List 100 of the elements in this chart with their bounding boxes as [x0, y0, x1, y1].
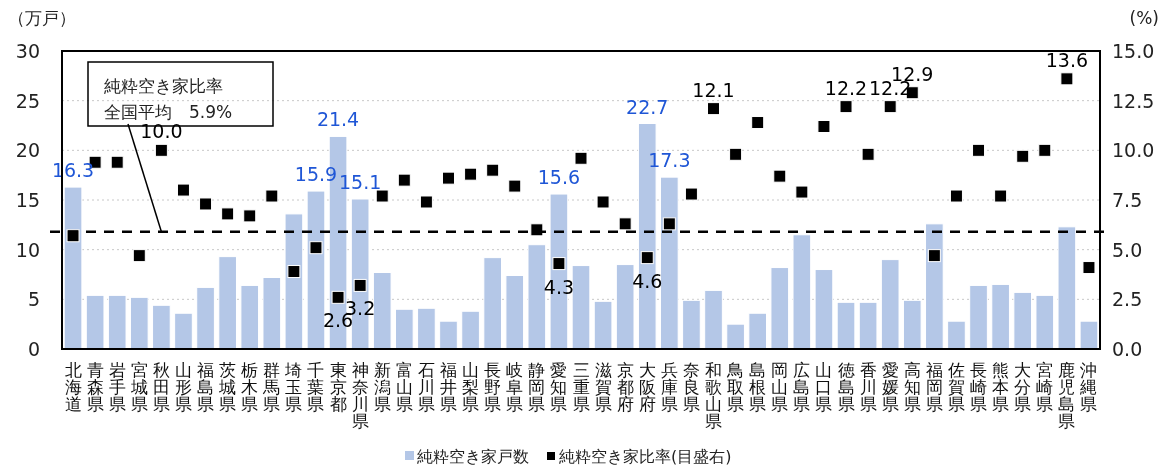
x-tick-label: 福島県	[197, 360, 215, 414]
data-label: 12.1	[692, 78, 735, 101]
bar	[262, 276, 282, 350]
point	[574, 151, 588, 165]
x-tick-label: 大分県	[1014, 360, 1032, 414]
point	[927, 249, 941, 263]
bar	[439, 320, 458, 350]
bar	[417, 307, 436, 350]
point	[309, 241, 323, 255]
point	[1060, 72, 1074, 86]
bar	[880, 259, 900, 350]
bar	[947, 320, 966, 350]
point	[883, 100, 897, 114]
data-label: 12.2	[824, 76, 868, 99]
point	[949, 189, 963, 203]
bar	[1035, 294, 1055, 350]
bar	[836, 301, 856, 350]
bar	[991, 283, 1010, 350]
x-tick-label: 長野県	[484, 360, 502, 414]
x-tick-label: 滋賀県	[594, 360, 612, 414]
point	[729, 147, 743, 161]
point	[817, 119, 831, 133]
x-tick-label: 岩手県	[108, 360, 126, 414]
legend-label: 純粋空き家戸数	[417, 447, 529, 466]
x-tick-label: 奈良県	[682, 360, 700, 414]
point	[287, 265, 301, 279]
data-label: 10.0	[140, 120, 183, 143]
x-tick-label: 青森県	[86, 360, 104, 414]
data-label: 13.6	[1045, 48, 1089, 71]
point	[972, 143, 986, 157]
data-label: 15.1	[338, 171, 382, 194]
data-label: 4.6	[632, 269, 663, 292]
x-tick-label: 長崎県	[970, 360, 988, 414]
bar	[196, 286, 215, 350]
bar	[483, 257, 502, 350]
point	[221, 207, 235, 221]
bar	[218, 256, 237, 350]
data-label: 22.7	[626, 95, 669, 118]
x-tick-label: 和歌山県	[705, 360, 723, 431]
point	[508, 179, 522, 193]
x-tick-label: 島根県	[749, 360, 767, 414]
annotation: 全国平均 5.9%	[104, 102, 233, 122]
y-tick-label: 30	[15, 40, 40, 62]
bar	[571, 265, 591, 350]
bar	[726, 323, 745, 350]
x-tick-label: 石川県	[417, 360, 435, 414]
bar	[925, 223, 944, 350]
point	[707, 102, 721, 116]
y2-tick-label: 0.0	[1112, 338, 1143, 360]
x-tick-label: 岐阜県	[506, 360, 524, 414]
bar	[902, 299, 922, 350]
point	[1038, 143, 1052, 157]
x-tick-label: 群馬県	[262, 360, 281, 414]
data-label: 21.4	[316, 108, 360, 131]
y2-tick-label: 5.0	[1112, 238, 1143, 261]
bar	[593, 300, 613, 350]
point	[530, 223, 544, 237]
x-tick-label: 山口県	[815, 360, 833, 414]
x-tick-label: 佐賀県	[947, 360, 965, 414]
bar	[615, 264, 635, 350]
point	[486, 163, 500, 177]
point	[441, 171, 455, 185]
y2-tick-label: 10.0	[1112, 139, 1155, 162]
y2-tick-label: 7.5	[1112, 189, 1143, 211]
point	[464, 167, 478, 181]
point	[1016, 149, 1030, 163]
point	[132, 249, 146, 263]
bar	[792, 234, 812, 350]
point	[243, 209, 257, 223]
x-tick-label: 京都府	[616, 360, 634, 414]
y-tick-label: 5	[27, 288, 40, 311]
x-tick-label: 高知県	[903, 360, 921, 414]
x-tick-label: 山形県	[174, 360, 192, 414]
point	[994, 189, 1008, 203]
x-tick-label: 北海道	[64, 360, 82, 414]
x-tick-label: 千葉県	[307, 360, 325, 414]
x-tick-label: 愛知県	[550, 360, 568, 414]
bar	[814, 269, 834, 350]
x-tick-label: 大阪府	[638, 360, 656, 414]
x-tick-label: 東京都	[329, 360, 347, 414]
bar	[284, 213, 304, 350]
point	[353, 278, 367, 292]
data-label: 15.9	[294, 163, 338, 186]
x-tick-label: 宮崎県	[1036, 360, 1054, 414]
point	[176, 183, 190, 197]
bar	[85, 294, 105, 350]
point	[419, 195, 433, 209]
bar	[107, 294, 127, 350]
x-tick-label: 秋田県	[152, 360, 170, 414]
y-tick-label: 0	[27, 338, 40, 360]
x-tick-label: 愛媛県	[881, 360, 899, 414]
bar	[1013, 291, 1033, 350]
data-label: 15.6	[537, 166, 581, 189]
bar	[63, 186, 83, 350]
y2-axis-title: (%)	[1129, 8, 1159, 28]
x-tick-label: 山梨県	[462, 360, 480, 414]
point	[662, 217, 676, 231]
x-tick-label: 沖縄県	[1079, 360, 1098, 414]
bar	[682, 299, 701, 350]
point	[1082, 261, 1096, 275]
